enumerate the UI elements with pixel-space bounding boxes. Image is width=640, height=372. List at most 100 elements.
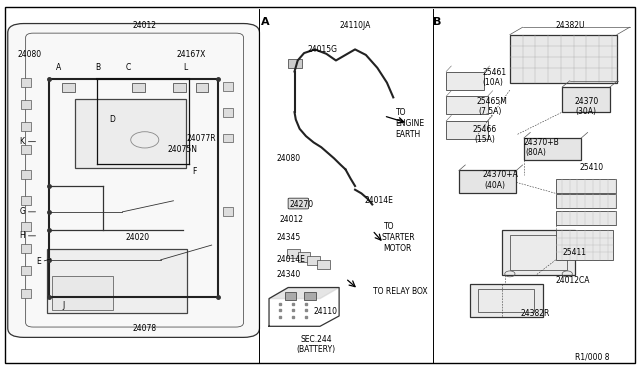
Text: J: J xyxy=(62,301,64,311)
Text: A: A xyxy=(56,63,61,72)
Text: TO: TO xyxy=(396,108,407,117)
Text: 24110: 24110 xyxy=(314,307,338,316)
FancyBboxPatch shape xyxy=(20,222,31,231)
Text: 24014E: 24014E xyxy=(276,255,305,264)
Text: 25461: 25461 xyxy=(483,68,507,77)
FancyBboxPatch shape xyxy=(556,211,616,225)
Text: (10A): (10A) xyxy=(483,78,504,87)
FancyBboxPatch shape xyxy=(470,284,543,317)
FancyBboxPatch shape xyxy=(287,249,300,258)
Text: 24012: 24012 xyxy=(132,21,156,30)
FancyBboxPatch shape xyxy=(47,249,188,313)
Text: K: K xyxy=(19,137,24,146)
FancyBboxPatch shape xyxy=(132,83,145,92)
Text: (30A): (30A) xyxy=(575,107,596,116)
FancyBboxPatch shape xyxy=(20,196,31,205)
FancyBboxPatch shape xyxy=(446,121,488,139)
Text: 24270: 24270 xyxy=(289,200,314,209)
FancyBboxPatch shape xyxy=(20,78,31,87)
Text: 24080: 24080 xyxy=(276,154,301,163)
FancyBboxPatch shape xyxy=(20,289,31,298)
Text: 24370: 24370 xyxy=(575,97,599,106)
FancyBboxPatch shape xyxy=(196,83,209,92)
Text: 24382R: 24382R xyxy=(521,309,550,318)
FancyBboxPatch shape xyxy=(75,99,186,167)
Text: (7.5A): (7.5A) xyxy=(478,107,501,116)
Text: EARTH: EARTH xyxy=(395,130,420,139)
Text: 24020: 24020 xyxy=(125,233,150,242)
FancyBboxPatch shape xyxy=(556,230,613,260)
FancyBboxPatch shape xyxy=(173,83,186,92)
FancyBboxPatch shape xyxy=(556,179,616,193)
Text: STARTER: STARTER xyxy=(382,233,415,242)
Text: 24014E: 24014E xyxy=(365,196,394,205)
FancyBboxPatch shape xyxy=(446,71,484,90)
Text: 24075N: 24075N xyxy=(167,145,197,154)
Text: (BATTERY): (BATTERY) xyxy=(296,345,335,354)
Text: B: B xyxy=(433,17,442,27)
FancyBboxPatch shape xyxy=(20,145,31,154)
Text: 24080: 24080 xyxy=(17,51,42,60)
FancyBboxPatch shape xyxy=(223,82,234,91)
Text: G: G xyxy=(19,207,25,217)
Text: TO: TO xyxy=(384,222,394,231)
Text: 24370+B: 24370+B xyxy=(524,138,559,147)
FancyBboxPatch shape xyxy=(52,276,113,310)
FancyBboxPatch shape xyxy=(20,122,31,131)
Text: C: C xyxy=(125,63,131,72)
Text: (15A): (15A) xyxy=(474,135,495,144)
FancyBboxPatch shape xyxy=(20,266,31,275)
FancyBboxPatch shape xyxy=(20,244,31,253)
FancyBboxPatch shape xyxy=(298,253,310,262)
Text: 24015G: 24015G xyxy=(307,45,337,54)
Text: 25466: 25466 xyxy=(473,125,497,134)
FancyBboxPatch shape xyxy=(288,198,308,209)
Text: R1/000 8: R1/000 8 xyxy=(575,352,609,361)
FancyBboxPatch shape xyxy=(510,35,617,83)
Text: L: L xyxy=(183,63,188,72)
Text: (80A): (80A) xyxy=(526,148,547,157)
FancyBboxPatch shape xyxy=(307,256,320,265)
Text: 24340: 24340 xyxy=(276,270,301,279)
FancyBboxPatch shape xyxy=(4,7,636,363)
FancyBboxPatch shape xyxy=(288,59,302,68)
Text: 24077R: 24077R xyxy=(186,134,216,142)
Text: ENGINE: ENGINE xyxy=(395,119,424,128)
Text: D: D xyxy=(109,115,116,124)
Text: 25411: 25411 xyxy=(562,248,586,257)
Text: (40A): (40A) xyxy=(484,181,506,190)
Text: TO RELAY BOX: TO RELAY BOX xyxy=(373,287,428,296)
Text: B: B xyxy=(96,63,101,72)
FancyBboxPatch shape xyxy=(285,292,296,300)
Text: H: H xyxy=(19,231,25,240)
FancyBboxPatch shape xyxy=(20,170,31,179)
Text: 24078: 24078 xyxy=(132,324,156,333)
Text: 24167X: 24167X xyxy=(177,51,206,60)
Text: MOTOR: MOTOR xyxy=(384,244,412,253)
Text: 25410: 25410 xyxy=(579,163,604,172)
FancyBboxPatch shape xyxy=(62,83,75,92)
Text: F: F xyxy=(193,167,197,176)
FancyBboxPatch shape xyxy=(556,194,616,208)
Text: 24110JA: 24110JA xyxy=(339,21,371,30)
Text: SEC.244: SEC.244 xyxy=(301,335,333,344)
FancyBboxPatch shape xyxy=(524,138,581,160)
FancyBboxPatch shape xyxy=(304,292,316,300)
Text: 24012: 24012 xyxy=(280,215,304,224)
FancyBboxPatch shape xyxy=(223,134,234,142)
Text: 24012CA: 24012CA xyxy=(556,276,590,285)
FancyBboxPatch shape xyxy=(502,230,575,275)
FancyBboxPatch shape xyxy=(459,170,516,193)
Text: 24382U: 24382U xyxy=(556,21,585,30)
FancyBboxPatch shape xyxy=(8,23,259,337)
Text: E: E xyxy=(36,257,41,266)
Text: 24370+A: 24370+A xyxy=(483,170,518,179)
Text: 24345: 24345 xyxy=(276,233,301,242)
Polygon shape xyxy=(269,288,339,299)
Text: 25465M: 25465M xyxy=(476,97,507,106)
Text: A: A xyxy=(261,17,270,27)
FancyBboxPatch shape xyxy=(20,100,31,109)
FancyBboxPatch shape xyxy=(446,96,488,114)
FancyBboxPatch shape xyxy=(317,260,330,269)
FancyBboxPatch shape xyxy=(223,208,234,216)
